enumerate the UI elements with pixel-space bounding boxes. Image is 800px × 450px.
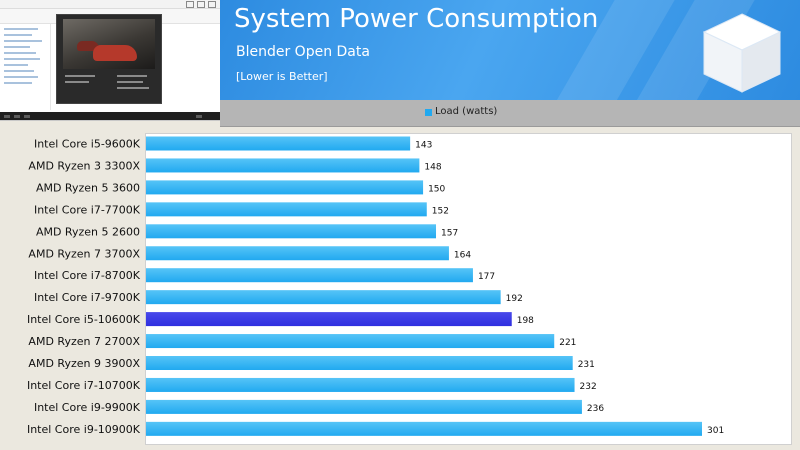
category-label: Intel Core i5-9600K bbox=[34, 138, 141, 151]
bar bbox=[146, 180, 424, 195]
nav-item bbox=[4, 40, 42, 42]
explorer-nav-pane bbox=[0, 24, 51, 110]
preview-text-line bbox=[117, 87, 149, 89]
category-label: AMD Ryzen 7 3700X bbox=[28, 247, 140, 260]
bar-chart: Intel Core i5-9600K 143 AMD Ryzen 3 3300X 1… bbox=[27, 136, 724, 436]
bar bbox=[146, 158, 420, 173]
bar bbox=[146, 136, 411, 151]
legend-label: Load (watts) bbox=[435, 106, 498, 117]
explorer-titlebar bbox=[0, 0, 220, 9]
preview-text-line bbox=[117, 75, 147, 77]
nav-item bbox=[4, 64, 28, 66]
bar bbox=[146, 421, 702, 436]
maximize-icon bbox=[197, 1, 205, 8]
category-label: AMD Ryzen 7 2700X bbox=[28, 335, 140, 348]
bar bbox=[146, 290, 501, 305]
taskbar-icon bbox=[4, 115, 10, 118]
value-label: 177 bbox=[478, 272, 495, 282]
chart-note: [Lower is Better] bbox=[236, 70, 328, 83]
bar bbox=[146, 399, 582, 414]
chart-title: System Power Consumption bbox=[234, 4, 599, 34]
preview-text-line bbox=[65, 75, 95, 77]
bar-highlighted bbox=[146, 312, 512, 327]
nav-item bbox=[4, 58, 40, 60]
nav-item bbox=[4, 82, 32, 84]
minimize-icon bbox=[186, 1, 194, 8]
file-explorer-inset bbox=[0, 0, 221, 121]
bar bbox=[146, 334, 555, 349]
value-label: 236 bbox=[587, 404, 604, 414]
chart-header: System Power Consumption Blender Open Da… bbox=[220, 0, 800, 100]
taskbar bbox=[0, 112, 220, 120]
nav-item bbox=[4, 76, 38, 78]
bar bbox=[146, 268, 473, 283]
value-label: 150 bbox=[428, 184, 445, 194]
bar bbox=[146, 356, 573, 370]
category-label: Intel Core i7-7700K bbox=[34, 203, 141, 216]
render-preview-image bbox=[56, 14, 162, 104]
value-label: 152 bbox=[432, 206, 449, 216]
nav-item bbox=[4, 46, 30, 48]
value-label: 301 bbox=[707, 426, 724, 436]
nav-item bbox=[4, 70, 34, 72]
category-label: AMD Ryzen 9 3900X bbox=[28, 357, 140, 370]
taskbar-icon bbox=[196, 115, 202, 118]
preview-text-line bbox=[117, 81, 143, 83]
bar bbox=[146, 377, 575, 392]
value-label: 192 bbox=[506, 294, 523, 304]
value-label: 232 bbox=[580, 382, 597, 392]
value-label: 164 bbox=[454, 250, 471, 260]
nav-item bbox=[4, 28, 38, 30]
nav-item bbox=[4, 34, 32, 36]
value-label: 231 bbox=[578, 360, 595, 370]
category-label: AMD Ryzen 5 3600 bbox=[36, 181, 140, 194]
bar bbox=[146, 202, 427, 217]
legend-swatch bbox=[425, 109, 432, 116]
value-label: 198 bbox=[517, 316, 534, 326]
category-label: Intel Core i9-9900K bbox=[34, 401, 141, 414]
bar bbox=[146, 224, 437, 239]
value-label: 148 bbox=[424, 162, 441, 172]
legend-bar: Load (watts) bbox=[220, 100, 800, 127]
chart-subtitle: Blender Open Data bbox=[236, 44, 370, 60]
car-shape bbox=[93, 45, 137, 61]
category-label: Intel Core i5-10600K bbox=[27, 313, 141, 326]
render-scene bbox=[63, 19, 155, 69]
category-label: Intel Core i9-10900K bbox=[27, 423, 141, 436]
taskbar-icon bbox=[24, 115, 30, 118]
preview-text-line bbox=[65, 81, 89, 83]
category-label: Intel Core i7-8700K bbox=[34, 269, 141, 282]
nav-item bbox=[4, 52, 36, 54]
value-label: 157 bbox=[441, 228, 458, 238]
value-label: 221 bbox=[559, 338, 576, 348]
cube-logo-icon bbox=[702, 13, 782, 93]
car-shape bbox=[77, 41, 99, 51]
value-label: 143 bbox=[415, 141, 432, 151]
bar bbox=[146, 246, 449, 261]
category-label: Intel Core i7-10700K bbox=[27, 379, 141, 392]
category-label: Intel Core i7-9700K bbox=[34, 291, 141, 304]
category-label: AMD Ryzen 3 3300X bbox=[28, 159, 140, 172]
category-label: AMD Ryzen 5 2600 bbox=[36, 225, 140, 238]
close-icon bbox=[208, 1, 216, 8]
taskbar-icon bbox=[14, 115, 20, 118]
